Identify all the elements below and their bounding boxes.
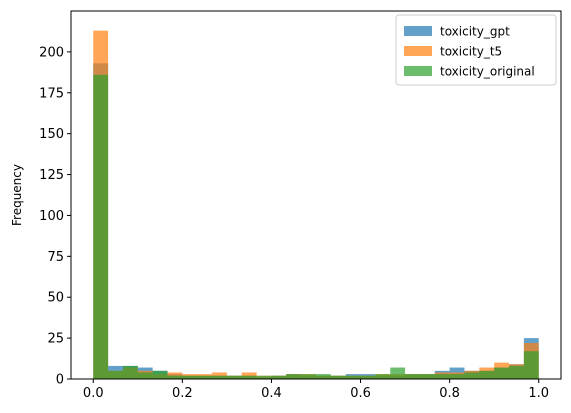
x-tick-label: 0.4 bbox=[261, 386, 282, 401]
legend-label-toxicity_t5: toxicity_t5 bbox=[440, 45, 502, 59]
x-tick-label: 0.8 bbox=[439, 386, 460, 401]
bar-toxicity_original-27 bbox=[494, 367, 510, 379]
legend-swatch-toxicity_gpt bbox=[404, 26, 432, 36]
bar-toxicity_original-2 bbox=[122, 365, 138, 379]
bar-toxicity_original-3 bbox=[137, 372, 153, 379]
histogram-bars bbox=[93, 30, 539, 380]
x-tick-label: 0.6 bbox=[350, 386, 371, 401]
bar-toxicity_original-18 bbox=[360, 375, 376, 379]
legend-swatch-toxicity_original bbox=[404, 66, 432, 76]
bar-toxicity_t5-10 bbox=[241, 372, 257, 379]
y-tick-label: 175 bbox=[39, 86, 64, 101]
bar-toxicity_original-12 bbox=[271, 375, 287, 379]
y-tick-label: 50 bbox=[47, 291, 64, 306]
y-tick-label: 200 bbox=[39, 45, 64, 60]
bar-toxicity_original-14 bbox=[301, 374, 316, 379]
x-tick-label: 0.0 bbox=[83, 386, 104, 401]
bar-toxicity_original-10 bbox=[241, 375, 257, 379]
y-tick-label: 0 bbox=[56, 373, 64, 388]
legend-label-toxicity_gpt: toxicity_gpt bbox=[440, 25, 510, 39]
bar-toxicity_original-16 bbox=[330, 375, 346, 379]
bar-toxicity_original-21 bbox=[405, 374, 420, 379]
bar-toxicity_t5-5 bbox=[167, 372, 183, 379]
bar-toxicity_original-25 bbox=[464, 372, 480, 379]
bar-toxicity_original-0 bbox=[93, 74, 109, 379]
x-tick-label: 0.2 bbox=[172, 386, 193, 401]
y-axis-ticks: 0 25 50 75 100 125 150 175 200 bbox=[39, 45, 71, 388]
y-tick-label: 150 bbox=[39, 127, 64, 142]
y-tick-label: 75 bbox=[47, 250, 64, 265]
legend: toxicity_gpt toxicity_t5 toxicity_original bbox=[395, 14, 557, 86]
legend-swatch-toxicity_t5 bbox=[404, 46, 432, 56]
bar-toxicity_original-4 bbox=[152, 370, 168, 379]
bar-toxicity_original-7 bbox=[197, 375, 213, 379]
bar-toxicity_original-9 bbox=[226, 375, 242, 379]
bar-toxicity_t5-8 bbox=[212, 372, 227, 379]
x-tick-label: 1.0 bbox=[528, 386, 549, 401]
bar-toxicity_original-15 bbox=[316, 374, 331, 379]
bar-toxicity_original-26 bbox=[479, 370, 495, 379]
legend-label-toxicity_original: toxicity_original bbox=[440, 65, 535, 79]
bar-toxicity_original-24 bbox=[449, 374, 465, 379]
y-tick-label: 100 bbox=[39, 209, 64, 224]
bar-toxicity_original-13 bbox=[286, 374, 302, 379]
bar-toxicity_original-8 bbox=[212, 375, 227, 379]
x-axis-ticks: 0.0 0.2 0.4 0.6 0.8 1.0 bbox=[83, 379, 549, 401]
bar-toxicity_original-6 bbox=[182, 375, 198, 379]
y-tick-label: 125 bbox=[39, 168, 64, 183]
y-axis-label: Frequency bbox=[10, 164, 24, 226]
bar-toxicity_original-5 bbox=[167, 375, 183, 379]
bar-toxicity_original-20 bbox=[390, 367, 406, 379]
bar-toxicity_original-19 bbox=[375, 374, 391, 379]
y-tick-label: 25 bbox=[47, 332, 64, 347]
bar-toxicity_original-17 bbox=[345, 375, 361, 379]
bar-toxicity_original-1 bbox=[108, 370, 123, 379]
bar-toxicity_original-29 bbox=[523, 351, 539, 379]
bar-toxicity_original-11 bbox=[256, 375, 272, 379]
series-toxicity_original bbox=[93, 74, 539, 379]
bar-toxicity_original-23 bbox=[434, 374, 450, 379]
bar-toxicity_original-28 bbox=[509, 365, 524, 379]
bar-toxicity_original-22 bbox=[419, 374, 435, 379]
legend-box bbox=[395, 14, 557, 86]
plot-frame bbox=[70, 10, 562, 380]
